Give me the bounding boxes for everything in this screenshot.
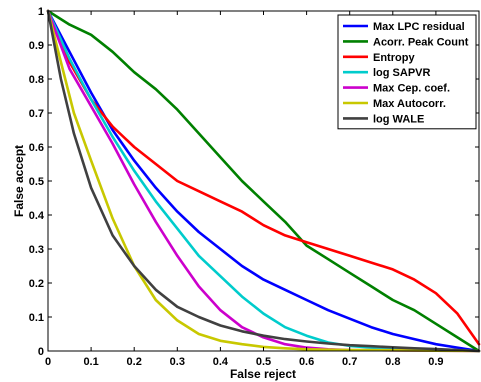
y-tick-label: 0.7 [29, 108, 44, 120]
y-tick-label: 0 [38, 346, 44, 358]
series-line-2 [46, 9, 481, 346]
y-tick-label: 1 [38, 6, 44, 18]
series-line-5 [46, 9, 481, 353]
x-tick-label: 0.1 [83, 356, 98, 368]
y-tick-label: 0.1 [29, 312, 44, 324]
legend-label-2: Entropy [373, 52, 415, 64]
y-tick-label: 0.6 [29, 142, 44, 154]
x-axis-title: False reject [230, 367, 296, 381]
x-tick-label: 0.4 [213, 356, 229, 368]
y-axis-title: False accept [12, 145, 26, 217]
legend: Max LPC residual Acorr. Peak Count Entropy… [337, 14, 477, 130]
y-tick-label: 0.2 [29, 278, 44, 290]
y-tick-label: 0.9 [29, 40, 44, 52]
y-tick-label: 0.3 [29, 244, 44, 256]
x-tick-label: 0.8 [385, 356, 400, 368]
x-tick-label: 0 [45, 356, 51, 368]
legend-label-1: Acorr. Peak Count [373, 36, 469, 48]
x-tick-label: 0.3 [170, 356, 185, 368]
legend-label-0: Max LPC residual [373, 21, 465, 33]
ticks-layer: 0 0.1 0.2 0.3 0.4 0.5 0.6 0.7 0.8 0.9 0 0.1 0.2 0.3 0.… [29, 6, 479, 368]
legend-label-4: Max Cep. coef. [373, 83, 450, 95]
series-line-6 [46, 9, 481, 353]
x-tick-label: 0.5 [256, 356, 271, 368]
x-tick-label: 0.2 [127, 356, 142, 368]
legend-label-3: log SAPVR [373, 67, 431, 79]
y-tick-label: 0.8 [29, 74, 44, 86]
series-line-1 [46, 9, 481, 353]
y-tick-label: 0.5 [29, 176, 44, 188]
x-tick-label: 0.7 [342, 356, 357, 368]
legend-label-6: log WALE [373, 113, 424, 125]
legend-label-5: Max Autocorr. [373, 98, 446, 110]
x-tick-label: 0.9 [428, 356, 443, 368]
curves-layer [46, 9, 481, 353]
series-line-0 [46, 9, 481, 353]
y-tick-label: 0.4 [29, 210, 45, 222]
x-tick-label: 0.6 [299, 356, 314, 368]
